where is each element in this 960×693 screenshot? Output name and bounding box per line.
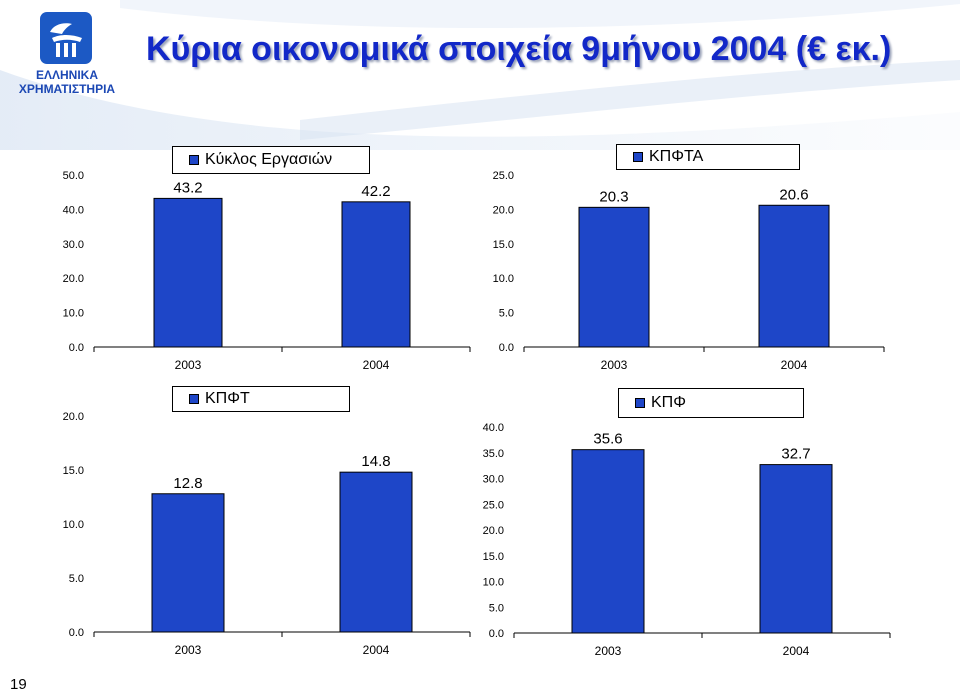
logo-mark-icon <box>40 12 92 64</box>
data-label: 12.8 <box>173 475 202 492</box>
data-label: 20.6 <box>779 186 808 203</box>
chart-legend: ΚΠΦΤΑ <box>616 144 800 170</box>
y-tick-label: 20.0 <box>493 204 514 216</box>
data-label: 14.8 <box>361 453 390 470</box>
x-tick-label: 2004 <box>783 644 810 658</box>
chart-svg: 0.0 5.0 10.0 15.0 20.0 25.0 20.3 2003 20.6 2004 <box>493 170 885 372</box>
y-tick-label: 40.0 <box>63 204 84 216</box>
chart-legend: Κύκλος Εργασιών <box>172 146 370 174</box>
x-tick-label: 2003 <box>595 644 622 658</box>
bar-2003 <box>571 449 645 634</box>
legend-label: ΚΠΦ <box>651 394 686 411</box>
chart-legend: ΚΠΦ <box>618 388 804 418</box>
y-tick-label: 0.0 <box>489 628 504 640</box>
chart-legend: ΚΠΦΤ <box>172 386 350 412</box>
data-label: 32.7 <box>781 446 810 463</box>
chart-ebitda: 0.0 5.0 10.0 15.0 20.0 25.0 20.3 2003 20.6 2004 ΚΠ… <box>480 140 960 380</box>
x-tick-label: 2003 <box>601 358 628 372</box>
y-tick-label: 15.0 <box>483 551 504 563</box>
y-tick-label: 10.0 <box>63 519 84 531</box>
x-tick-label: 2003 <box>175 358 202 372</box>
y-tick-label: 30.0 <box>483 474 504 486</box>
y-tick-label: 20.0 <box>63 411 84 423</box>
legend-label: ΚΠΦΤ <box>205 390 250 407</box>
bar-2004 <box>339 471 413 633</box>
y-tick-label: 25.0 <box>483 499 504 511</box>
y-tick-label: 20.0 <box>63 273 84 285</box>
bar-2004 <box>341 201 411 348</box>
logo-text-line2: ΧΡΗΜΑΤΙΣΤΗΡΙΑ <box>18 82 116 96</box>
chart-svg: 0.0 5.0 10.0 15.0 20.0 12.8 2003 14.8 2004 <box>63 411 471 657</box>
y-tick-label: 15.0 <box>493 239 514 251</box>
data-label: 42.2 <box>361 183 390 200</box>
x-tick-label: 2004 <box>363 358 390 372</box>
bar-2004 <box>758 204 830 348</box>
slide-title: Κύρια οικονομικά στοιχεία 9μήνου 2004 (€… <box>146 30 892 68</box>
legend-swatch-icon <box>189 394 199 404</box>
x-tick-label: 2003 <box>175 643 202 657</box>
bar-2003 <box>151 493 225 633</box>
y-tick-label: 5.0 <box>69 573 84 585</box>
bar-2003 <box>153 197 223 348</box>
page-number: 19 <box>10 676 27 693</box>
legend-swatch-icon <box>635 398 645 408</box>
legend-swatch-icon <box>189 155 199 165</box>
data-label: 35.6 <box>593 431 622 448</box>
legend-label: ΚΠΦΤΑ <box>649 148 704 165</box>
data-label: 43.2 <box>173 179 202 196</box>
y-tick-label: 15.0 <box>63 465 84 477</box>
y-tick-label: 5.0 <box>489 602 504 614</box>
x-tick-label: 2004 <box>781 358 808 372</box>
chart-svg: 0.0 5.0 10.0 15.0 20.0 25.0 30.0 35.0 40.0 35.6 20… <box>483 422 891 658</box>
y-tick-label: 0.0 <box>499 342 514 354</box>
y-tick-label: 0.0 <box>69 342 84 354</box>
y-tick-label: 0.0 <box>69 627 84 639</box>
chart-ebt: 0.0 5.0 10.0 15.0 20.0 12.8 2003 14.8 2004 ΚΠΦΤ <box>0 384 471 664</box>
y-tick-label: 40.0 <box>483 422 504 434</box>
legend-label: Κύκλος Εργασιών <box>205 151 333 168</box>
chart-revenue: 0.0 10.0 20.0 30.0 40.0 50.0 43.2 2003 42.2 2004 Κ… <box>0 140 471 380</box>
legend-swatch-icon <box>633 152 643 162</box>
logo-text-line1: ΕΛΛΗΝΙΚΑ <box>35 68 98 82</box>
y-tick-label: 25.0 <box>493 170 514 182</box>
bar-2003 <box>578 206 650 348</box>
y-tick-label: 30.0 <box>63 239 84 251</box>
exchange-logo: ΕΛΛΗΝΙΚΑ ΧΡΗΜΑΤΙΣΤΗΡΙΑ <box>6 8 128 96</box>
y-tick-label: 50.0 <box>63 170 84 182</box>
y-tick-label: 5.0 <box>499 308 514 320</box>
data-label: 20.3 <box>599 188 628 205</box>
y-tick-label: 20.0 <box>483 525 504 537</box>
y-tick-label: 10.0 <box>63 308 84 320</box>
chart-net-profit: 0.0 5.0 10.0 15.0 20.0 25.0 30.0 35.0 40.0 35.6 20… <box>480 384 960 664</box>
chart-svg: 0.0 10.0 20.0 30.0 40.0 50.0 43.2 2003 42.2 2004 <box>63 170 471 372</box>
background-swoosh <box>0 0 960 150</box>
y-tick-label: 35.0 <box>483 448 504 460</box>
x-tick-label: 2004 <box>363 643 390 657</box>
bar-2004 <box>759 464 833 634</box>
y-tick-label: 10.0 <box>493 273 514 285</box>
y-tick-label: 10.0 <box>483 577 504 589</box>
